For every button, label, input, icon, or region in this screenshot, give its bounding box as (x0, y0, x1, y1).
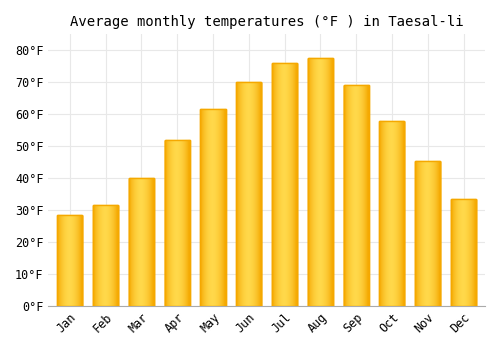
Bar (200, 110, 226, 306)
Bar (308, 58, 333, 306)
Bar (200, 110, 226, 306)
Bar (415, 161, 440, 306)
Bar (58, 215, 82, 306)
Bar (129, 178, 154, 306)
Bar (93, 205, 118, 306)
Bar (308, 58, 333, 306)
Bar (451, 199, 476, 306)
Bar (164, 140, 190, 306)
Bar (129, 178, 154, 306)
Bar (93, 205, 118, 306)
Bar (451, 199, 476, 306)
Bar (272, 63, 297, 306)
Bar (272, 63, 297, 306)
Bar (344, 85, 368, 306)
Bar (236, 82, 262, 306)
Bar (236, 82, 262, 306)
Bar (380, 120, 404, 306)
Bar (380, 120, 404, 306)
Bar (415, 161, 440, 306)
Bar (164, 140, 190, 306)
Bar (58, 215, 82, 306)
Bar (344, 85, 368, 306)
Title: Average monthly temperatures (°F ) in Taesal-li: Average monthly temperatures (°F ) in Ta… (70, 15, 464, 29)
